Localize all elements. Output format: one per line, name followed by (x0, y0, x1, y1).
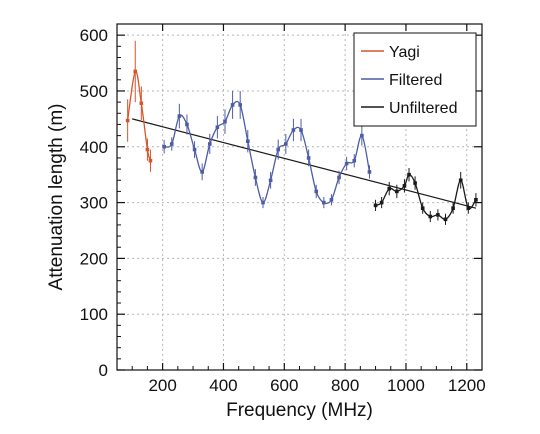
data-point (329, 197, 334, 202)
data-point (458, 178, 463, 183)
data-point (379, 200, 384, 205)
data-point (268, 178, 273, 183)
data-point (367, 170, 372, 174)
data-point (148, 158, 153, 163)
data-point (177, 114, 182, 118)
data-point (253, 175, 258, 180)
data-point (466, 206, 471, 210)
data-point (395, 189, 399, 194)
trend-line-path (132, 118, 477, 209)
data-point (125, 118, 130, 123)
data-point (352, 158, 357, 163)
data-point (306, 156, 311, 160)
data-point (139, 101, 144, 106)
x-tick-label: 400 (209, 376, 237, 395)
data-point (474, 197, 478, 202)
data-point (133, 69, 138, 74)
data-point (436, 213, 440, 217)
data-point (407, 172, 411, 177)
legend: Yagi Filtered Unfiltered (353, 32, 477, 127)
y-tick-label: 0 (99, 361, 108, 380)
data-point (145, 147, 150, 152)
grid-lines (117, 24, 482, 370)
series-filtered (162, 90, 372, 209)
data-point (428, 214, 433, 219)
y-tick-label: 200 (80, 249, 108, 268)
series-layer (125, 40, 478, 225)
legend-label-yagi: Yagi (389, 44, 420, 61)
x-axis-title: Frequency (MHz) (226, 400, 373, 421)
x-tick-label: 1200 (448, 376, 486, 395)
y-axis-title: Attenuation length (m) (46, 104, 67, 291)
series-line-filtered (163, 100, 371, 205)
data-point (373, 203, 378, 208)
data-point (443, 217, 448, 222)
data-point (230, 103, 235, 107)
y-tick-label: 100 (80, 305, 108, 324)
axis-ticks: 200 400 600 800 1000 1200 0 100 200 300 400 500 600 (80, 24, 486, 395)
data-point (322, 200, 326, 205)
x-tick-label: 800 (331, 376, 359, 395)
data-point (162, 144, 166, 149)
data-point (291, 128, 296, 132)
data-point (402, 184, 407, 188)
data-point (387, 186, 392, 191)
data-point (215, 125, 220, 130)
data-point (284, 142, 288, 146)
y-tick-label: 500 (80, 82, 108, 101)
data-point (420, 206, 425, 210)
trend-line (132, 118, 477, 209)
data-point (245, 139, 250, 143)
data-point (261, 200, 265, 205)
data-point (207, 142, 212, 146)
data-point (185, 122, 189, 127)
x-tick-label: 1000 (387, 376, 425, 395)
y-tick-label: 600 (80, 26, 108, 45)
data-point (223, 119, 227, 124)
data-point (169, 142, 174, 146)
y-tick-label: 300 (80, 194, 108, 213)
x-tick-label: 200 (148, 376, 176, 395)
data-point (451, 206, 455, 210)
data-point (413, 181, 417, 185)
y-tick-label: 400 (80, 138, 108, 157)
data-point (238, 103, 242, 107)
data-point (337, 175, 341, 180)
data-point (314, 189, 319, 194)
legend-label-unfiltered: Unfiltered (389, 100, 457, 117)
data-point (276, 147, 281, 152)
series-unfiltered (373, 167, 478, 225)
data-point (192, 147, 197, 152)
data-point (200, 170, 204, 174)
x-tick-label: 600 (270, 376, 298, 395)
data-point (299, 128, 303, 132)
data-point (360, 133, 364, 138)
series-yagi (125, 40, 153, 172)
legend-label-filtered: Filtered (389, 72, 442, 89)
data-point (344, 161, 349, 166)
